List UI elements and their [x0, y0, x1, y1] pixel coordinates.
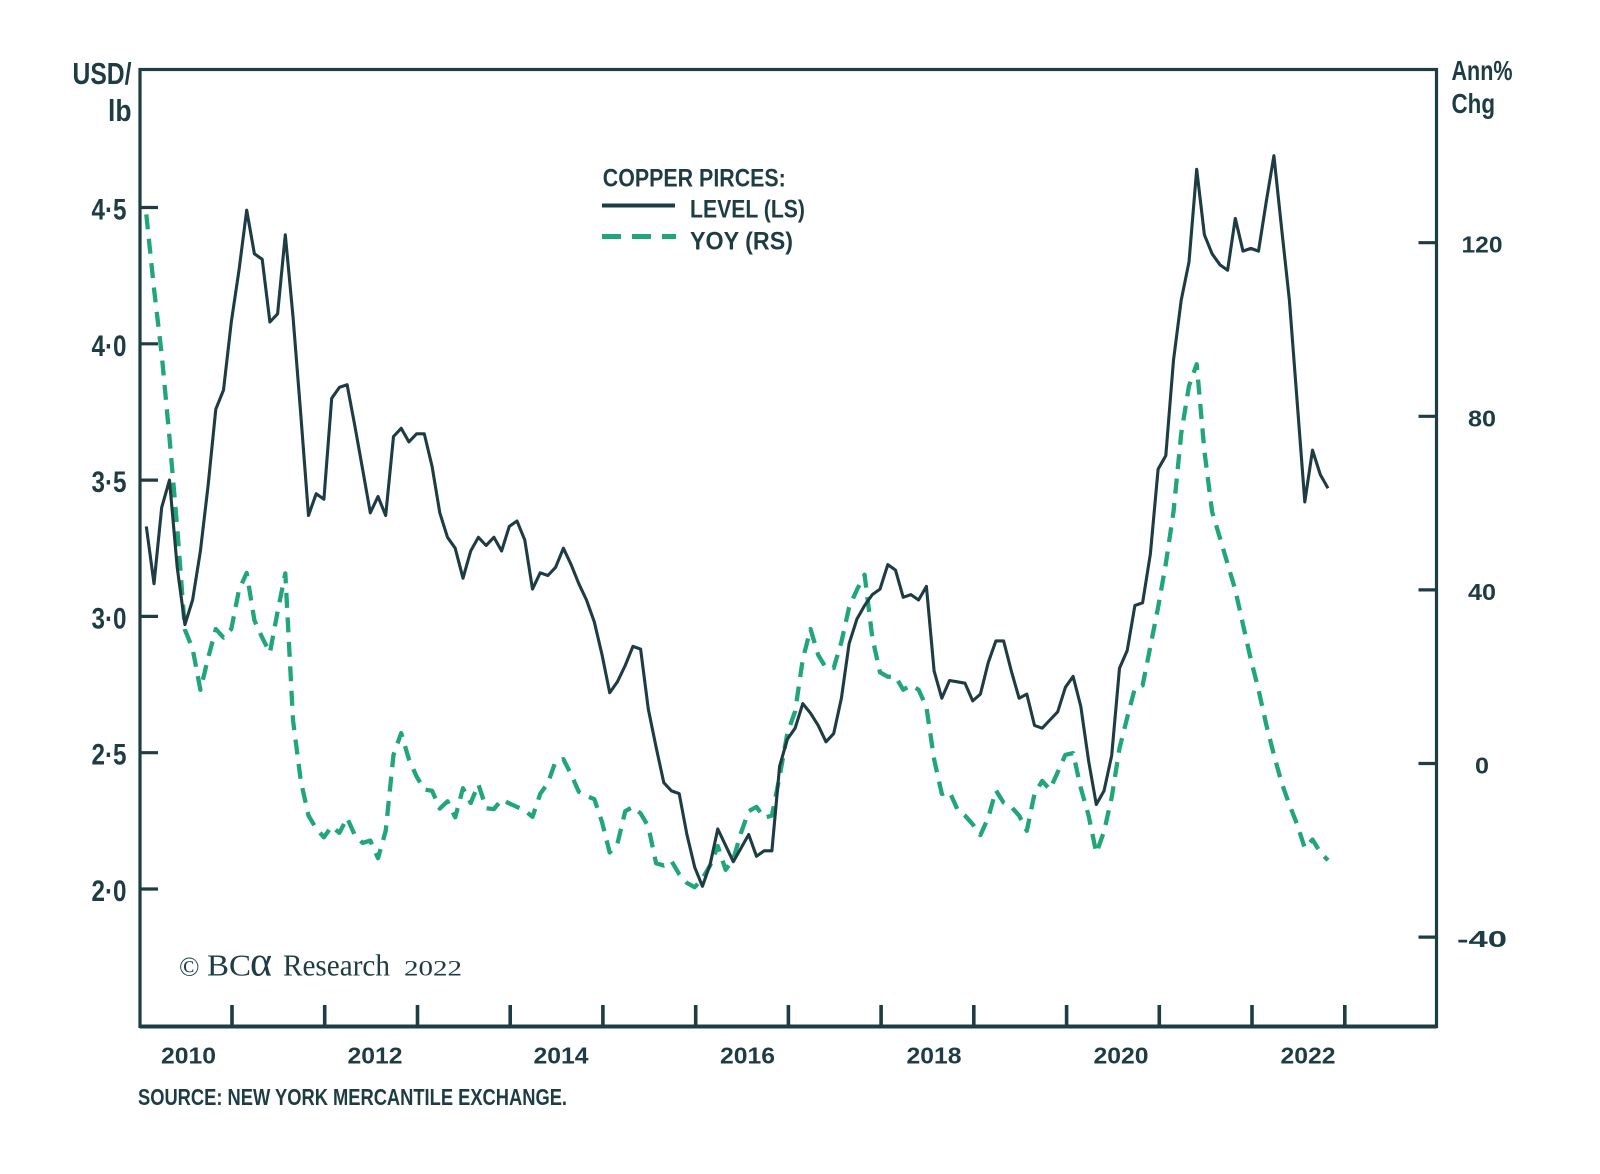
svg-text:Chg: Chg — [1452, 88, 1496, 119]
svg-text:2018: 2018 — [907, 1043, 962, 1069]
svg-text:2022: 2022 — [1281, 1043, 1336, 1069]
svg-text:2020: 2020 — [1094, 1043, 1149, 1069]
svg-text:©: © — [179, 952, 200, 982]
svg-text:Research: Research — [283, 948, 390, 983]
svg-text:3·0: 3·0 — [92, 602, 127, 635]
svg-text:3·5: 3·5 — [92, 466, 127, 499]
svg-text:-40: -40 — [1457, 926, 1507, 952]
svg-text:2012: 2012 — [348, 1043, 403, 1069]
svg-text:40: 40 — [1468, 579, 1496, 605]
svg-text:lb: lb — [108, 93, 132, 128]
svg-text:2016: 2016 — [720, 1043, 775, 1069]
svg-text:80: 80 — [1468, 405, 1496, 431]
svg-text:Ann%: Ann% — [1452, 55, 1513, 86]
svg-text:2014: 2014 — [534, 1043, 589, 1069]
svg-text:COPPER PIRCES:: COPPER PIRCES: — [603, 165, 786, 193]
svg-text:BC: BC — [207, 948, 251, 983]
svg-text:SOURCE: NEW YORK MERCANTILE EX: SOURCE: NEW YORK MERCANTILE EXCHANGE. — [138, 1084, 567, 1110]
svg-text:2022: 2022 — [404, 956, 462, 981]
svg-text:4·5: 4·5 — [92, 194, 127, 227]
svg-text:2·0: 2·0 — [92, 875, 127, 908]
svg-text:0: 0 — [1475, 753, 1489, 779]
svg-text:LEVEL (LS): LEVEL (LS) — [690, 196, 805, 224]
svg-text:USD/: USD/ — [73, 56, 132, 91]
svg-text:2010: 2010 — [161, 1043, 216, 1069]
svg-text:α: α — [250, 940, 272, 986]
svg-text:120: 120 — [1462, 232, 1503, 258]
svg-text:4·0: 4·0 — [92, 330, 127, 363]
svg-text:2·5: 2·5 — [92, 739, 127, 772]
svg-text:YOY (RS): YOY (RS) — [690, 227, 793, 255]
